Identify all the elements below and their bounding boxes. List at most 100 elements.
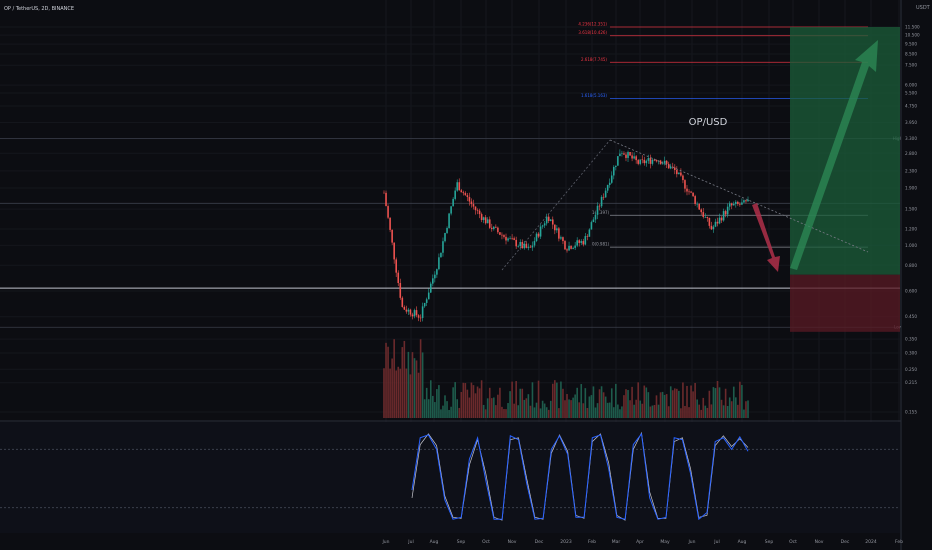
- volume-bar: [488, 387, 491, 418]
- candle-body: [615, 165, 617, 167]
- candle-body: [627, 152, 629, 158]
- price-tick-label: 0.350: [905, 337, 917, 342]
- volume-bar: [531, 382, 534, 418]
- time-tick-label: Jun: [381, 539, 389, 545]
- volume-bar: [667, 406, 670, 418]
- candle-body: [574, 245, 576, 248]
- candle-body: [688, 191, 690, 193]
- price-tick-label: 6.000: [905, 83, 917, 88]
- candle-body: [440, 252, 442, 258]
- candle-body: [391, 229, 393, 243]
- volume-bar: [432, 395, 434, 418]
- candle-body: [684, 180, 686, 189]
- volume-bar: [466, 389, 469, 418]
- candle-body: [621, 153, 623, 154]
- volume-bar: [651, 405, 654, 418]
- volume-bar: [517, 405, 520, 418]
- candle-body: [580, 241, 583, 243]
- volume-bar: [639, 400, 642, 418]
- volume-bar: [570, 400, 572, 418]
- volume-bar: [397, 366, 400, 418]
- candle-body: [460, 190, 463, 193]
- volume-bar: [720, 399, 723, 418]
- descending-trendline: [609, 139, 869, 253]
- candle-body: [389, 217, 391, 230]
- candle-body: [541, 225, 544, 227]
- candle-body: [718, 217, 721, 224]
- volume-bar: [389, 368, 391, 418]
- candle-body: [466, 195, 469, 198]
- candle-body: [692, 192, 694, 197]
- volume-bar: [399, 368, 402, 418]
- volume-bar: [708, 390, 711, 418]
- volume-bar: [499, 387, 501, 418]
- candle-body: [730, 203, 733, 206]
- candle-body: [539, 226, 542, 237]
- time-tick-label: Sep: [457, 539, 466, 545]
- volume-bar: [714, 388, 717, 418]
- volume-bar: [521, 388, 524, 418]
- time-axis[interactable]: Jun Jul Aug Sep Oct Nov Dec 2023 Feb Mar Apr May Jun…: [381, 539, 903, 545]
- candle-body: [545, 216, 548, 224]
- volume-bar: [649, 406, 652, 418]
- candle-body: [745, 200, 747, 202]
- candle-body: [702, 212, 705, 217]
- volume-bar: [393, 339, 395, 418]
- volume-bar: [586, 407, 589, 418]
- time-tick-label: Oct: [482, 539, 490, 545]
- volume-bar: [541, 400, 544, 418]
- candle-body: [507, 238, 509, 241]
- candle-body: [495, 226, 497, 228]
- volume-bar: [472, 385, 475, 418]
- price-axis[interactable]: 11.500 10.500 9.500 8.500 7.500 6.000 5.500 4.7…: [900, 0, 932, 550]
- price-tick-label: 4.750: [905, 104, 917, 109]
- candle-body: [706, 216, 709, 219]
- volume-bar: [629, 400, 631, 418]
- candle-body: [393, 242, 395, 260]
- volume-bar: [529, 405, 532, 418]
- volume-bar: [680, 408, 682, 418]
- volume-bar: [665, 394, 668, 418]
- candle-body: [452, 198, 454, 207]
- price-tick-label: 5.500: [905, 90, 917, 95]
- candle-body: [486, 219, 489, 224]
- candle-body: [562, 237, 564, 242]
- candle-body: [690, 191, 692, 193]
- candle-body: [737, 201, 739, 204]
- candle-body: [468, 197, 471, 202]
- volume-bar: [405, 368, 408, 418]
- volume-bar: [458, 407, 461, 418]
- volume-bar: [495, 405, 497, 418]
- volume-bar: [497, 394, 499, 418]
- candle-body: [734, 201, 737, 204]
- volume-bar: [710, 404, 713, 418]
- candle-body: [673, 167, 676, 170]
- candle-body: [432, 278, 434, 284]
- candle-body: [722, 211, 725, 221]
- volume-bar: [728, 397, 731, 418]
- volume-bar: [564, 400, 566, 418]
- price-tick-label: 1.200: [905, 227, 917, 232]
- volume-bar: [385, 342, 387, 418]
- symbol-line: OP / TetherUS, 2D, BINANCE: [4, 6, 74, 12]
- candle-body: [421, 306, 424, 318]
- candle-body: [413, 310, 416, 317]
- volume-bar: [409, 374, 412, 418]
- volume-bar: [478, 388, 481, 418]
- volume-bar: [574, 394, 576, 418]
- candle-body: [678, 172, 680, 175]
- candle-body: [474, 206, 477, 211]
- candle-body: [476, 210, 479, 211]
- candle-body: [385, 192, 387, 207]
- fib-label: 3.618(10.426): [578, 30, 607, 35]
- long-position-tool[interactable]: [790, 27, 900, 332]
- volume-bar: [462, 382, 465, 418]
- candle-body: [584, 236, 587, 245]
- candle-body: [641, 159, 644, 161]
- volume-bar: [484, 409, 487, 418]
- price-tick-label: 0.250: [905, 367, 917, 372]
- oscillator-k-line: [411, 432, 749, 521]
- candle-body: [564, 241, 566, 250]
- time-tick-label: Aug: [738, 539, 747, 545]
